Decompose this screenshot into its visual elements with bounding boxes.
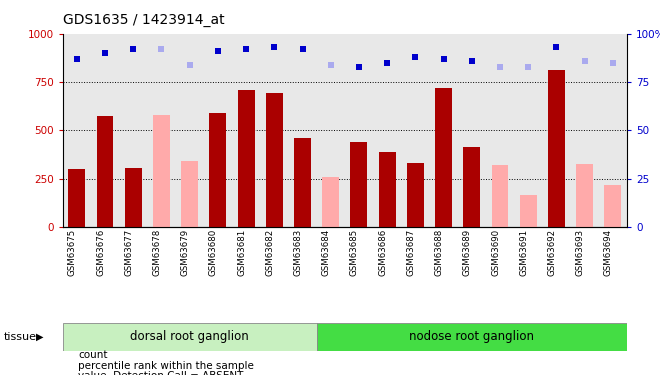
- Text: GSM63682: GSM63682: [265, 229, 275, 276]
- Bar: [69, 169, 85, 227]
- Bar: [96, 116, 114, 227]
- Bar: [520, 195, 537, 227]
- Text: dorsal root ganglion: dorsal root ganglion: [130, 330, 249, 343]
- Text: GSM63675: GSM63675: [68, 229, 77, 276]
- Text: GDS1635 / 1423914_at: GDS1635 / 1423914_at: [63, 13, 224, 27]
- Text: GSM63693: GSM63693: [576, 229, 585, 276]
- Text: GSM63686: GSM63686: [378, 229, 387, 276]
- Text: GSM63689: GSM63689: [463, 229, 472, 276]
- Text: GSM63684: GSM63684: [321, 229, 331, 276]
- Text: GSM63679: GSM63679: [181, 229, 189, 276]
- Text: GSM63685: GSM63685: [350, 229, 359, 276]
- Bar: [238, 90, 255, 227]
- Bar: [317, 322, 627, 351]
- Bar: [266, 93, 282, 227]
- Text: GSM63687: GSM63687: [407, 229, 415, 276]
- Text: GSM63681: GSM63681: [237, 229, 246, 276]
- Bar: [605, 185, 621, 227]
- Text: GSM63694: GSM63694: [604, 229, 613, 276]
- Bar: [182, 161, 198, 227]
- Bar: [435, 88, 452, 227]
- Bar: [576, 164, 593, 227]
- Text: GSM63676: GSM63676: [96, 229, 105, 276]
- Bar: [463, 147, 480, 227]
- Bar: [209, 113, 226, 227]
- Text: GSM63691: GSM63691: [519, 229, 528, 276]
- Text: tissue: tissue: [3, 332, 36, 342]
- Text: GSM63692: GSM63692: [547, 229, 556, 276]
- Bar: [125, 168, 142, 227]
- Bar: [294, 138, 311, 227]
- Text: GSM63688: GSM63688: [434, 229, 444, 276]
- Text: GSM63678: GSM63678: [152, 229, 162, 276]
- Bar: [322, 177, 339, 227]
- Text: GSM63690: GSM63690: [491, 229, 500, 276]
- Text: GSM63680: GSM63680: [209, 229, 218, 276]
- Bar: [407, 163, 424, 227]
- Bar: [153, 115, 170, 227]
- Text: value, Detection Call = ABSENT: value, Detection Call = ABSENT: [78, 372, 244, 375]
- Text: ▶: ▶: [36, 332, 43, 342]
- Text: percentile rank within the sample: percentile rank within the sample: [78, 361, 253, 371]
- Bar: [548, 70, 565, 227]
- Text: nodose root ganglion: nodose root ganglion: [409, 330, 535, 343]
- Text: count: count: [78, 351, 108, 360]
- Bar: [492, 165, 508, 227]
- Bar: [379, 152, 395, 227]
- Bar: [63, 322, 317, 351]
- Text: GSM63683: GSM63683: [294, 229, 302, 276]
- Bar: [350, 142, 368, 227]
- Text: GSM63677: GSM63677: [124, 229, 133, 276]
